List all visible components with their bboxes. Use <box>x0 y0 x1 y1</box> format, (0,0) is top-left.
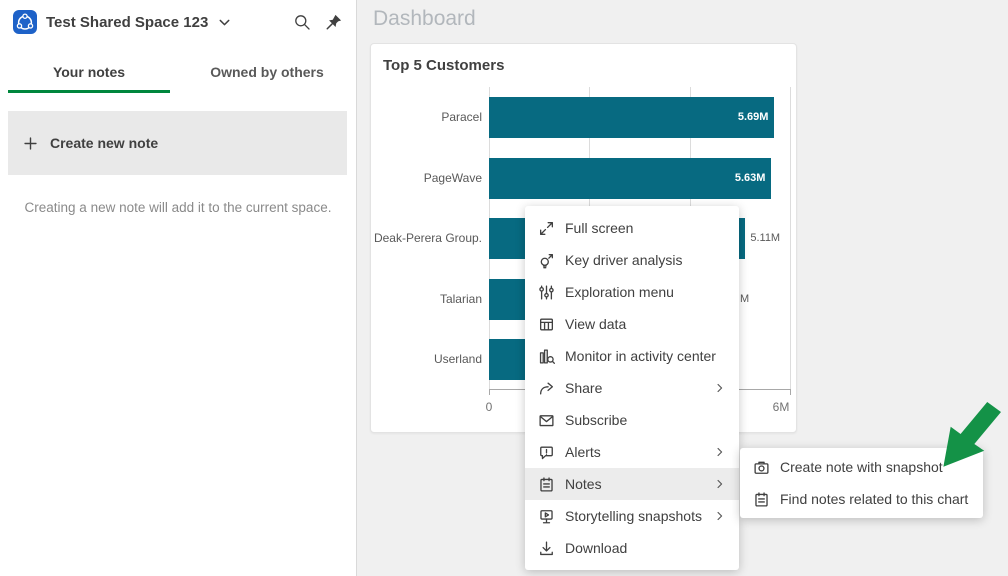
sidebar-topbar: Test Shared Space 123 <box>0 0 356 44</box>
download-icon <box>538 540 555 557</box>
create-new-note-button[interactable]: Create new note <box>8 111 347 175</box>
menu-item-label: Subscribe <box>565 412 628 428</box>
notes-submenu: Create note with snapshot Find notes rela… <box>740 448 983 518</box>
x-axis-tick-label: 0 <box>485 400 493 414</box>
chevron-right-icon <box>713 381 727 395</box>
envelope-icon <box>538 412 555 429</box>
menu-item-label: Notes <box>565 476 602 492</box>
bar-category-label: Userland <box>433 352 482 366</box>
menu-item-exploration-menu[interactable]: Exploration menu <box>525 276 739 308</box>
menu-item-label: Full screen <box>565 220 634 236</box>
chevron-right-icon <box>713 477 727 491</box>
menu-item-label: Create note with snapshot <box>780 459 943 475</box>
chevron-down-icon[interactable] <box>217 15 232 30</box>
fullscreen-icon <box>538 220 555 237</box>
menu-item-notes[interactable]: Notes <box>525 468 739 500</box>
menu-item-download[interactable]: Download <box>525 532 739 564</box>
bar-pagewave[interactable] <box>489 157 772 199</box>
bar-value-label: 5.63M <box>734 171 766 184</box>
key-driver-icon <box>538 252 555 269</box>
chart-title: Top 5 Customers <box>383 57 505 74</box>
menu-item-alerts[interactable]: Alerts <box>525 436 739 468</box>
search-icon[interactable] <box>293 13 311 31</box>
menu-item-monitor-in-activity-center[interactable]: Monitor in activity center <box>525 340 739 372</box>
notes-sidebar: Test Shared Space 123 Your notes Owned b… <box>0 0 357 576</box>
bar-category-label: Talarian <box>439 291 482 306</box>
menu-item-full-screen[interactable]: Full screen <box>525 212 739 244</box>
bar-category-label: Deak-Perera Group. <box>373 231 482 245</box>
x-axis-tick-label: 6M <box>772 400 790 414</box>
menu-item-label: Exploration menu <box>565 284 674 300</box>
annotation-arrow-shape <box>943 402 1001 467</box>
bar-paracel[interactable] <box>489 97 775 138</box>
chevron-right-icon <box>713 509 727 523</box>
notes-icon <box>538 476 555 493</box>
share-icon <box>538 380 555 397</box>
notes-icon <box>753 491 770 508</box>
tab-owned-by-others[interactable]: Owned by others <box>210 64 324 80</box>
menu-item-share[interactable]: Share <box>525 372 739 404</box>
table-icon <box>538 316 555 333</box>
bar-value-label: 5.69M <box>737 111 769 123</box>
menu-item-label: Find notes related to this chart <box>780 491 969 507</box>
menu-item-label: Monitor in activity center <box>565 348 716 364</box>
menu-item-create-note-with-snapshot[interactable]: Create note with snapshot <box>740 451 983 483</box>
chart-context-menu: Full screen Key driver analysis Exploratio… <box>525 206 739 570</box>
menu-item-subscribe[interactable]: Subscribe <box>525 404 739 436</box>
space-selector-label[interactable]: Test Shared Space 123 <box>46 13 209 31</box>
camera-icon <box>753 459 770 476</box>
menu-item-label: Share <box>565 380 603 396</box>
menu-item-label: Alerts <box>565 444 601 460</box>
gridline <box>790 87 791 389</box>
bar-value-label: 5.11M <box>750 232 781 244</box>
alert-bubble-icon <box>538 444 555 461</box>
bar-category-label: PageWave <box>423 170 482 185</box>
shared-space-icon <box>13 10 37 34</box>
x-axis-tick <box>790 390 791 395</box>
page-title: Dashboard <box>373 7 476 30</box>
menu-item-label: View data <box>565 316 627 332</box>
storytelling-icon <box>538 508 555 525</box>
bar-category-label: Paracel <box>441 110 482 124</box>
menu-item-label: Storytelling snapshots <box>565 508 702 524</box>
pin-icon[interactable] <box>325 13 343 31</box>
menu-item-label: Key driver analysis <box>565 252 683 268</box>
sidebar-helper-text: Creating a new note will add it to the c… <box>24 200 332 215</box>
bar-value-label-fragment: M <box>740 292 750 305</box>
menu-item-storytelling-snapshots[interactable]: Storytelling snapshots <box>525 500 739 532</box>
menu-item-find-notes-related-to-this-chart[interactable]: Find notes related to this chart <box>740 483 983 515</box>
chevron-right-icon <box>713 445 727 459</box>
menu-item-label: Download <box>565 540 628 556</box>
monitor-chart-icon <box>538 348 555 365</box>
annotation-arrow <box>943 402 1001 467</box>
menu-item-key-driver-analysis[interactable]: Key driver analysis <box>525 244 739 276</box>
tab-your-notes[interactable]: Your notes <box>8 52 170 93</box>
plus-icon <box>23 136 38 151</box>
menu-item-view-data[interactable]: View data <box>525 308 739 340</box>
sliders-icon <box>538 284 555 301</box>
x-axis-tick <box>489 390 490 395</box>
create-new-note-label: Create new note <box>50 135 159 151</box>
notes-tab-bar: Your notes Owned by others <box>0 52 356 93</box>
